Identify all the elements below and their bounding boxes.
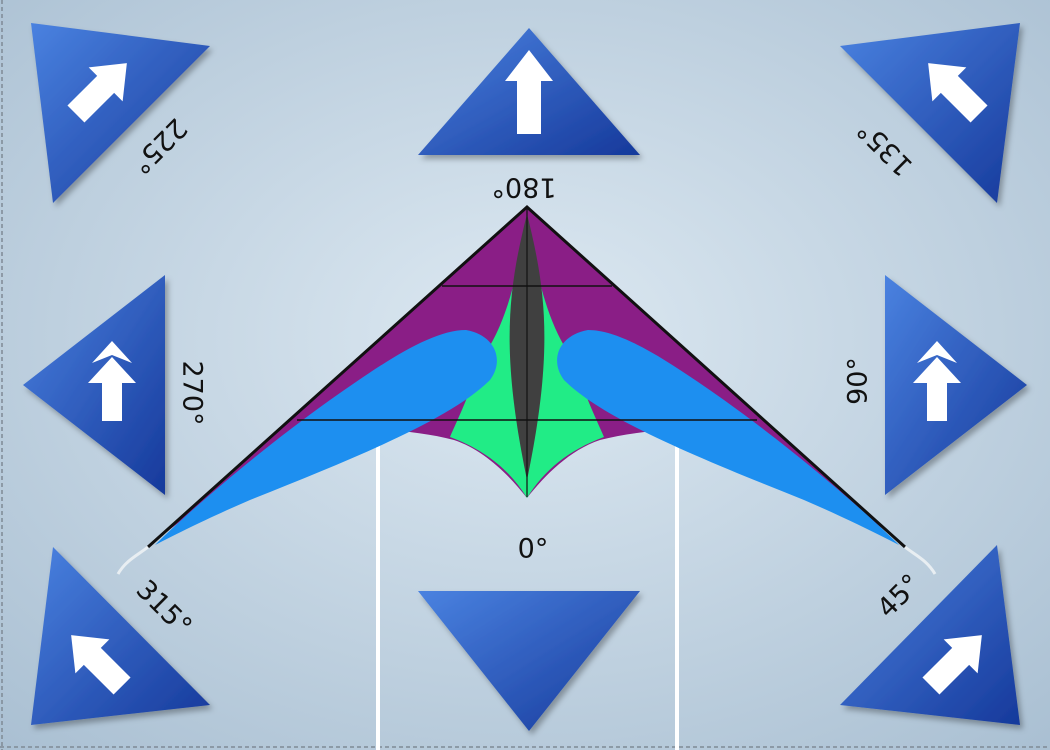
angle-label-bottom: 0°: [518, 534, 549, 565]
tile-right: [885, 275, 1027, 495]
angle-label-right: 90°: [843, 357, 874, 405]
arrow-up-left-icon: [928, 63, 988, 123]
tile-left: [23, 275, 165, 495]
arrow-up-right-icon: [922, 635, 982, 695]
tile-triangle: [23, 275, 165, 495]
angle-label-left: 270°: [177, 360, 208, 425]
kite-left-blue-panel: [155, 330, 497, 545]
double-arrow-up-icon: [88, 341, 136, 421]
kite-right-blue-panel: [557, 330, 899, 545]
tile-top-right: [840, 23, 1020, 203]
tile-triangle: [885, 275, 1027, 495]
tile-top: [418, 28, 640, 155]
tile-triangle: [840, 23, 1020, 203]
arrow-up-icon: [505, 50, 553, 134]
tile-top-left: [31, 23, 210, 203]
tile-bottom-left: [31, 547, 210, 725]
kite-left-wingtip: [116, 545, 149, 575]
kite-right-wingtip: [904, 545, 937, 575]
tile-triangle: [418, 591, 640, 731]
arrow-up-left-icon: [71, 635, 131, 695]
tile-triangle: [31, 23, 210, 203]
tile-triangle: [840, 545, 1020, 725]
kite: [116, 204, 937, 575]
kite-leading-edge: [146, 204, 907, 549]
angle-label-top: 180°: [491, 172, 556, 203]
arrow-up-right-icon: [67, 63, 127, 123]
tile-bottom: [418, 591, 640, 731]
tile-bottom-right: [840, 545, 1020, 725]
tile-triangle: [31, 547, 210, 725]
double-arrow-up-icon: [913, 341, 961, 421]
